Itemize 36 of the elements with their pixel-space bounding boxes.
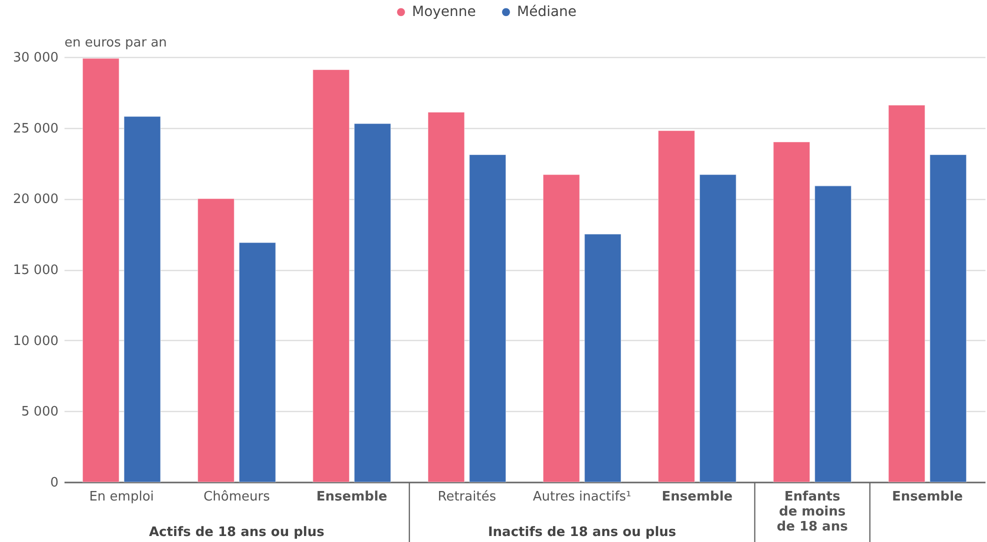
y-tick-label: 0 xyxy=(50,476,58,490)
bar xyxy=(658,130,696,482)
legend-label: Médiane xyxy=(517,4,577,20)
y-tick-label: 10 000 xyxy=(13,334,58,349)
bar xyxy=(197,198,235,482)
y-tick-label: 25 000 xyxy=(13,121,58,136)
legend-label: Moyenne xyxy=(412,4,476,20)
bar xyxy=(888,104,926,482)
bar xyxy=(699,174,736,482)
bar xyxy=(312,69,350,482)
x-tick-label: Ensemble xyxy=(316,490,388,504)
bar xyxy=(469,154,506,482)
x-tick-label: Ensemble xyxy=(662,490,733,504)
x-tick-label: En emploi xyxy=(89,490,154,504)
y-tick-label: 15 000 xyxy=(13,263,58,278)
y-tick-label: 5 000 xyxy=(21,404,58,420)
y-tick-label: 20 000 xyxy=(13,192,58,208)
bar xyxy=(238,242,276,482)
text: Inactifs de 18 ans ou plus xyxy=(488,525,676,540)
x-tick-label: Enfants de moins de 18 ans xyxy=(776,490,848,534)
x-tick-label: Chômeurs xyxy=(204,490,270,504)
x-tick-label: Autres inactifs¹ xyxy=(532,490,632,504)
x-tick-label: Retraités xyxy=(438,490,496,504)
bar xyxy=(542,174,580,482)
bar xyxy=(773,142,810,482)
x-tick-label: Ensemble xyxy=(892,490,964,504)
bar xyxy=(428,112,465,482)
y-axis-title: en euros par an xyxy=(64,36,167,50)
text: Actifs de 18 ans ou plus xyxy=(148,525,325,540)
bar xyxy=(354,123,392,482)
bar xyxy=(930,154,967,482)
y-tick-label: 30 000 xyxy=(13,50,58,66)
bar xyxy=(124,116,161,482)
bar xyxy=(82,58,120,482)
bar xyxy=(814,186,852,482)
bar xyxy=(584,234,622,482)
